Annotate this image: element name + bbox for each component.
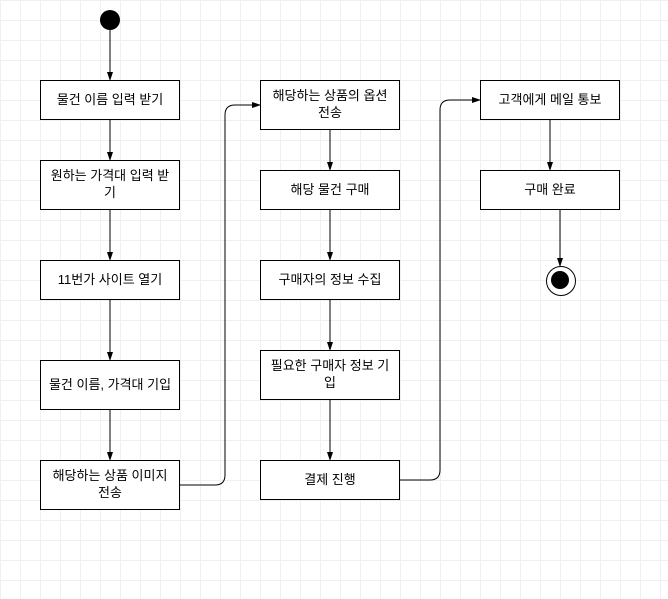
edge-n5-n6 [180,105,260,485]
node-label: 해당하는 상품 이미지 전송 [45,468,175,502]
node-label: 해당하는 상품의 옵션 전송 [265,88,395,122]
node-open-site: 11번가 사이트 열기 [40,260,180,300]
end-node-inner [551,271,569,289]
node-send-image: 해당하는 상품 이미지 전송 [40,460,180,510]
node-collect-buyer: 구매자의 정보 수집 [260,260,400,300]
edge-n10-n11 [400,100,480,480]
node-purchase-done: 구매 완료 [480,170,620,210]
node-label: 구매 완료 [524,182,575,199]
node-label: 해당 물건 구매 [291,182,370,199]
node-label: 11번가 사이트 열기 [58,272,162,289]
node-input-name: 물건 이름 입력 받기 [40,80,180,120]
node-fill-name-price: 물건 이름, 가격대 기입 [40,360,180,410]
node-label: 고객에게 메일 통보 [499,92,602,109]
start-node [100,10,120,30]
node-purchase: 해당 물건 구매 [260,170,400,210]
node-fill-buyer: 필요한 구매자 정보 기입 [260,350,400,400]
node-label: 구매자의 정보 수집 [279,272,382,289]
node-label: 물건 이름, 가격대 기입 [49,377,171,394]
node-label: 원하는 가격대 입력 받기 [45,168,175,202]
node-label: 필요한 구매자 정보 기입 [265,358,395,392]
node-send-options: 해당하는 상품의 옵션 전송 [260,80,400,130]
node-payment: 결제 진행 [260,460,400,500]
node-mail-customer: 고객에게 메일 통보 [480,80,620,120]
node-label: 물건 이름 입력 받기 [57,92,164,109]
node-input-price: 원하는 가격대 입력 받기 [40,160,180,210]
node-label: 결제 진행 [304,472,355,489]
